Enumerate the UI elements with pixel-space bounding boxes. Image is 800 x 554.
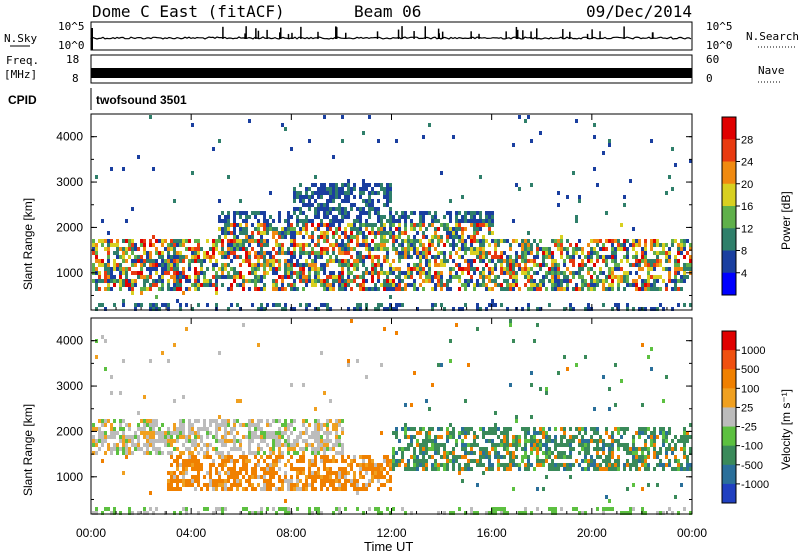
- y-tick-label: 2000: [56, 424, 83, 438]
- y-tick-label: 1000: [56, 470, 83, 484]
- colorbar-tick-label: -1000: [741, 479, 769, 491]
- power-panel: 4000 3000 2000 1000 Slant Range [km] 28 24 20…: [21, 113, 793, 311]
- x-tick-label: 16:00: [477, 526, 507, 540]
- x-tick-label: 00:00: [677, 526, 707, 540]
- freq-strip: Freq. [MHz] 18 8 60 0 Nave: [4, 53, 785, 85]
- y-tick-label: 2000: [56, 220, 83, 234]
- nave-label: Nave: [758, 64, 785, 77]
- date-title: 09/Dec/2014: [586, 2, 692, 21]
- y-tick-label: 4000: [56, 334, 83, 348]
- velocity-ylabel: Slant Range [km]: [21, 404, 35, 496]
- cpid-value: twofsound 3501: [96, 93, 187, 107]
- x-tick-label: 00:00: [76, 526, 106, 540]
- colorbar-tick-label: 8: [741, 246, 747, 258]
- freq-tick-bottom: 8: [72, 72, 79, 85]
- colorbar-tick-label: 1000: [741, 345, 765, 357]
- x-tick-label: 04:00: [176, 526, 206, 540]
- colorbar-tick-label: 12: [741, 223, 753, 235]
- nsky-trace: [90, 26, 692, 50]
- colorbar-tick-label: -100: [741, 441, 763, 453]
- velocity-colorbar: 1000 500 100 25 -25 -100 -500 -1000: [721, 330, 769, 504]
- colorbar-tick-label: 4: [741, 268, 747, 280]
- colorbar-tick-label: -500: [741, 460, 763, 472]
- power-echo-map: [92, 115, 692, 311]
- x-axis-label: Time UT: [364, 539, 413, 554]
- velocity-colorbar-label: Velocity [m s⁻¹]: [779, 389, 793, 470]
- freq-nave-trace: [91, 68, 692, 78]
- nsky-strip: N.Sky 10^5 10^0 10^5 10^0 N.Search: [4, 20, 799, 52]
- colorbar-tick-label: 25: [741, 402, 753, 414]
- freq-label-1: Freq.: [6, 54, 39, 67]
- nsky-tick-bottom: 10^0: [58, 39, 85, 52]
- time-axis: 00:00 04:00 08:00 12:00 16:00 20:00 00:00: [76, 114, 707, 540]
- cpid-strip: CPID twofsound 3501: [8, 88, 187, 110]
- y-tick-label: 1000: [56, 266, 83, 280]
- freq-label-2: [MHz]: [4, 68, 37, 81]
- station-title: Dome C East (fitACF): [92, 2, 285, 21]
- cpid-label: CPID: [8, 93, 37, 107]
- colorbar-tick-label: 16: [741, 201, 753, 213]
- colorbar-tick-label: 100: [741, 383, 759, 395]
- colorbar-tick-label: 24: [741, 157, 753, 169]
- nsky-tick-top: 10^5: [58, 20, 85, 33]
- power-ylabel: Slant Range [km]: [21, 198, 35, 290]
- freq-tick-top: 18: [66, 53, 79, 66]
- x-tick-label: 12:00: [376, 526, 406, 540]
- colorbar-tick-label: 500: [741, 364, 759, 376]
- y-tick-label: 4000: [56, 130, 83, 144]
- nave-tick-bottom: 0: [706, 72, 713, 85]
- nsearch-tick-top: 10^5: [706, 20, 733, 33]
- velocity-echo-map: [92, 319, 692, 515]
- colorbar-tick-label: 20: [741, 179, 753, 191]
- y-tick-label: 3000: [56, 175, 83, 189]
- beam-title: Beam 06: [354, 2, 421, 21]
- nsearch-tick-bottom: 10^0: [706, 39, 733, 52]
- nave-tick-top: 60: [706, 53, 719, 66]
- nsky-label: N.Sky: [4, 32, 37, 45]
- velocity-panel: 4000 3000 2000 1000 Slant Range [km] 1000 50…: [21, 317, 793, 515]
- nsearch-label: N.Search: [746, 30, 799, 43]
- y-tick-label: 3000: [56, 379, 83, 393]
- x-tick-label: 20:00: [577, 526, 607, 540]
- power-y-axis: 4000 3000 2000 1000: [56, 113, 692, 296]
- power-colorbar: 28 24 20 16 12 8 4: [721, 116, 753, 296]
- colorbar-tick-label: -25: [741, 422, 757, 434]
- colorbar-tick-label: 28: [741, 134, 753, 146]
- power-colorbar-label: Power [dB]: [779, 191, 793, 250]
- x-tick-label: 08:00: [276, 526, 306, 540]
